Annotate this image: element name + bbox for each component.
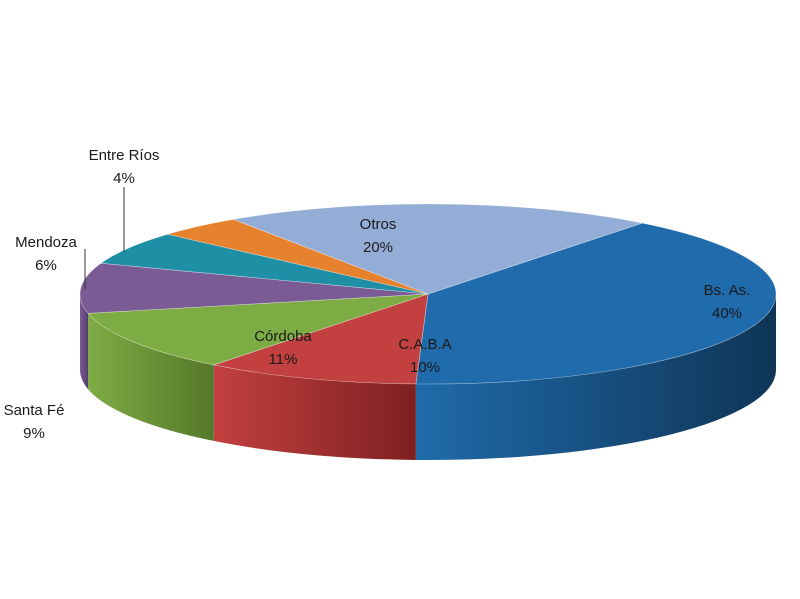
leader-lines	[84, 187, 125, 289]
slice-label-2: Córdoba	[254, 328, 312, 345]
slice-label-6: Otros	[360, 216, 397, 233]
slice-label-4: Mendoza	[15, 234, 77, 251]
slice-value-5: 4%	[113, 170, 135, 187]
pie-side-3	[80, 294, 89, 390]
pie-side-0	[415, 294, 776, 460]
slice-label-5: Entre Ríos	[89, 147, 160, 164]
slice-value-4: 6%	[35, 257, 57, 274]
pie-side-2	[88, 313, 214, 441]
slice-value-2: 11%	[269, 351, 298, 368]
pie-sides	[80, 294, 776, 460]
slice-label-1: C.A.B.A	[398, 336, 451, 353]
pie-slice-1	[212, 293, 429, 385]
slice-value-6: 20%	[363, 239, 393, 256]
slice-label-3: Santa Fé	[4, 402, 65, 419]
pie-slice-4	[100, 233, 429, 295]
pie-slices	[79, 203, 777, 385]
pie-slice-2	[87, 293, 429, 366]
slice-value-1: 10%	[410, 359, 440, 376]
slice-labels: Bs. As. 40% C.A.B.A 10% Córdoba 11% Santa Fé 9%…	[4, 147, 751, 442]
slice-label-0: Bs. As.	[704, 282, 751, 299]
slice-value-0: 40%	[712, 305, 742, 322]
pie-slice-3	[79, 262, 429, 314]
pie-slice-6	[232, 203, 644, 295]
pie-side-1	[213, 364, 416, 460]
pie-slice-0	[415, 222, 777, 385]
slice-value-3: 9%	[23, 425, 45, 442]
